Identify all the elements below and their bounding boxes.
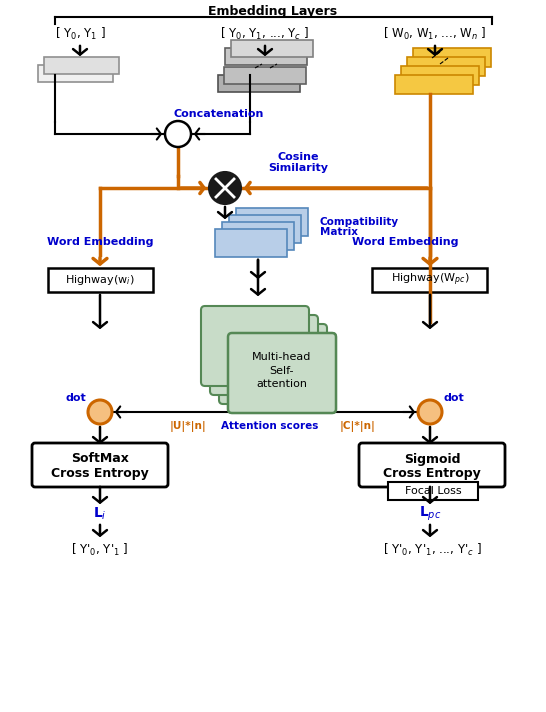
Text: SoftMax: SoftMax (71, 453, 129, 466)
Bar (231, 40, 313, 57)
Bar (215, 229, 287, 257)
Text: [ Y$_0$, Y$_1$, ..., Y$_c$ ]: [ Y$_0$, Y$_1$, ..., Y$_c$ ] (221, 26, 310, 42)
Bar (407, 57, 485, 76)
Bar (222, 222, 294, 250)
FancyBboxPatch shape (359, 443, 505, 487)
Circle shape (209, 172, 241, 204)
Text: Embedding Layers: Embedding Layers (209, 6, 337, 19)
Text: dot: dot (443, 393, 465, 403)
Text: dot: dot (66, 393, 86, 403)
Text: Cross Entropy: Cross Entropy (51, 466, 149, 479)
Bar (224, 67, 306, 84)
FancyBboxPatch shape (201, 306, 309, 386)
Bar (229, 215, 301, 243)
FancyBboxPatch shape (219, 324, 327, 404)
Circle shape (88, 400, 112, 424)
Bar (38, 65, 113, 82)
Bar (372, 268, 487, 292)
Text: L$_i$: L$_i$ (93, 506, 107, 522)
Text: Matrix: Matrix (320, 227, 358, 237)
Bar (401, 66, 479, 85)
Text: Focal Loss: Focal Loss (405, 486, 461, 496)
Text: Highway(W$_{pc}$): Highway(W$_{pc}$) (391, 272, 469, 288)
Text: [ Y'$_0$, Y'$_1$ ]: [ Y'$_0$, Y'$_1$ ] (72, 542, 129, 558)
Text: Word Embedding: Word Embedding (352, 237, 458, 247)
FancyBboxPatch shape (228, 333, 336, 413)
Text: |C|*|n|: |C|*|n| (340, 421, 376, 431)
Text: Sigmoid: Sigmoid (403, 453, 460, 466)
Circle shape (165, 121, 191, 147)
Text: [ Y'$_0$, Y'$_1$, ..., Y'$_c$ ]: [ Y'$_0$, Y'$_1$, ..., Y'$_c$ ] (383, 542, 482, 558)
Text: Word Embedding: Word Embedding (47, 237, 153, 247)
Text: Similarity: Similarity (268, 163, 328, 173)
Text: attention: attention (257, 379, 307, 389)
Bar (48, 268, 153, 292)
FancyBboxPatch shape (32, 443, 168, 487)
Bar (388, 482, 478, 500)
Bar (236, 208, 308, 236)
Bar (225, 48, 307, 65)
Text: Concatenation: Concatenation (173, 109, 263, 119)
Text: Cross Entropy: Cross Entropy (383, 466, 481, 479)
Text: [ Y$_0$, Y$_1$ ]: [ Y$_0$, Y$_1$ ] (55, 26, 105, 42)
Text: Compatibility: Compatibility (320, 217, 399, 227)
Bar (395, 75, 473, 94)
FancyBboxPatch shape (228, 333, 336, 413)
Bar (413, 48, 491, 67)
Text: [ W$_0$, W$_1$, ..., W$_n$ ]: [ W$_0$, W$_1$, ..., W$_n$ ] (383, 26, 486, 42)
Text: |U|*|n|: |U|*|n| (170, 421, 206, 431)
Bar (44, 57, 119, 74)
FancyBboxPatch shape (210, 315, 318, 395)
Bar (218, 75, 300, 92)
Text: Highway(w$_i$): Highway(w$_i$) (65, 273, 135, 287)
Text: Attention scores: Attention scores (221, 421, 319, 431)
Text: Multi-head: Multi-head (252, 352, 312, 362)
Text: L$_{pc}$: L$_{pc}$ (419, 505, 441, 523)
Text: Self-: Self- (270, 366, 294, 376)
Text: Cosine: Cosine (277, 152, 319, 162)
Circle shape (418, 400, 442, 424)
